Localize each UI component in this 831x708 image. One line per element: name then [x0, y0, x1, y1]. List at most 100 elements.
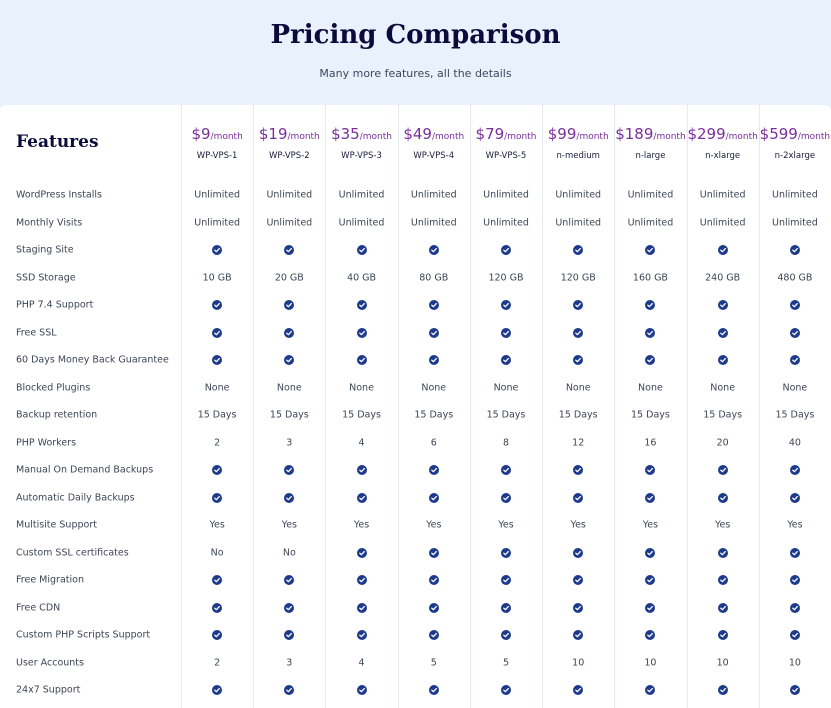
cell-value: 40 GB	[347, 272, 377, 283]
price-amount: $189	[615, 125, 654, 143]
cell-value: 15 Days	[486, 409, 526, 421]
cell-value: Unlimited	[410, 189, 457, 201]
price-period: /month	[359, 132, 392, 142]
column-divider	[758, 105, 760, 708]
check-icon	[789, 245, 800, 255]
check-icon	[284, 355, 295, 365]
check-icon	[428, 492, 439, 503]
cell-value: Unlimited	[338, 217, 385, 228]
cell-value: 80 GB	[419, 272, 449, 283]
check-icon	[645, 245, 656, 255]
cell-value: 15 Days	[342, 409, 381, 421]
check-icon	[501, 630, 511, 640]
price-amount: $79	[475, 125, 505, 143]
feature-name: Custom PHP Scripts Support	[16, 629, 151, 641]
check-icon	[717, 685, 728, 695]
column-divider	[542, 105, 544, 708]
plan-name: n-large	[635, 151, 666, 161]
feature-name: Backup retention	[16, 409, 98, 421]
column-divider	[253, 105, 255, 708]
cell-value: Yes	[787, 519, 803, 531]
check-icon	[356, 547, 367, 558]
pricing-table: Features $9/month WP-VPS-1 $19/month WP-VPS…	[0, 105, 831, 708]
feature-name: Free CDN	[16, 602, 61, 613]
check-icon	[501, 327, 511, 338]
cell-value: None	[493, 382, 519, 393]
feature-name: Blocked Plugins	[16, 382, 91, 393]
column-divider	[397, 105, 399, 708]
check-icon	[428, 575, 439, 585]
cell-value: Yes	[570, 519, 586, 531]
cell-value: 20	[716, 437, 729, 448]
cell-value: 120 GB	[488, 272, 524, 283]
check-icon	[284, 575, 295, 585]
cell-value: 120 GB	[560, 272, 596, 283]
cell-value: Unlimited	[410, 217, 457, 228]
check-icon	[645, 685, 656, 695]
plan-name: n-xlarge	[705, 151, 741, 161]
check-icon	[789, 630, 800, 640]
feature-name: Free Migration	[16, 574, 84, 586]
check-icon	[717, 492, 728, 503]
check-icon	[428, 300, 439, 310]
check-icon	[645, 547, 656, 558]
feature-name: Automatic Daily Backups	[16, 492, 135, 503]
check-icon	[284, 685, 295, 695]
cell-value: 15 Days	[631, 409, 670, 421]
check-icon	[428, 245, 439, 255]
check-icon	[501, 575, 511, 585]
check-icon	[645, 300, 656, 310]
column-divider	[325, 105, 327, 708]
price-amount: $35	[331, 125, 360, 143]
cell-value: 6	[430, 437, 437, 448]
check-icon	[789, 602, 800, 613]
check-icon	[573, 245, 584, 255]
price-period: /month	[504, 132, 537, 142]
check-icon	[573, 630, 584, 640]
column-divider	[469, 105, 471, 708]
column-divider	[686, 105, 688, 708]
cell-value: 15 Days	[558, 409, 598, 421]
feature-name: 60 Days Money Back Guarantee	[16, 354, 169, 366]
check-icon	[212, 575, 223, 585]
check-icon	[356, 327, 367, 338]
cell-value: No	[210, 547, 224, 558]
cell-value: 4	[358, 657, 365, 668]
check-icon	[789, 327, 800, 338]
cell-value: 4	[358, 437, 365, 448]
cell-value: 15 Days	[197, 409, 237, 421]
feature-name: PHP Workers	[16, 437, 77, 448]
check-icon	[428, 602, 439, 613]
check-icon	[573, 685, 584, 695]
check-icon	[428, 327, 439, 338]
cell-value: Unlimited	[338, 189, 385, 201]
check-icon	[645, 327, 656, 338]
check-icon	[284, 465, 295, 475]
check-icon	[356, 245, 367, 255]
price-period: /month	[725, 132, 758, 142]
cell-value: 3	[286, 437, 293, 448]
plan-price: $189/month	[614, 125, 686, 143]
feature-name: Monthly Visits	[16, 217, 83, 228]
cell-value: Unlimited	[194, 217, 240, 228]
plan-price: $9/month	[181, 125, 253, 143]
feature-name: Staging Site	[16, 244, 74, 256]
check-icon	[284, 630, 295, 640]
plan-name: WP-VPS-3	[341, 151, 382, 161]
page-subtitle: Many more features, all the details	[319, 67, 512, 80]
price-period: /month	[576, 132, 609, 142]
cell-value: Unlimited	[483, 189, 529, 201]
plan-price: $49/month	[398, 125, 470, 143]
check-icon	[428, 547, 439, 558]
check-icon	[573, 575, 584, 585]
check-icon	[212, 355, 223, 365]
check-icon	[284, 492, 295, 503]
price-amount: $9	[191, 125, 211, 143]
cell-value: Unlimited	[772, 189, 818, 201]
price-period: /month	[287, 132, 320, 142]
cell-value: Unlimited	[555, 217, 602, 228]
cell-value: Unlimited	[699, 217, 746, 228]
cell-value: 15 Days	[775, 409, 815, 421]
cell-value: 8	[502, 437, 509, 448]
price-amount: $49	[403, 125, 432, 143]
